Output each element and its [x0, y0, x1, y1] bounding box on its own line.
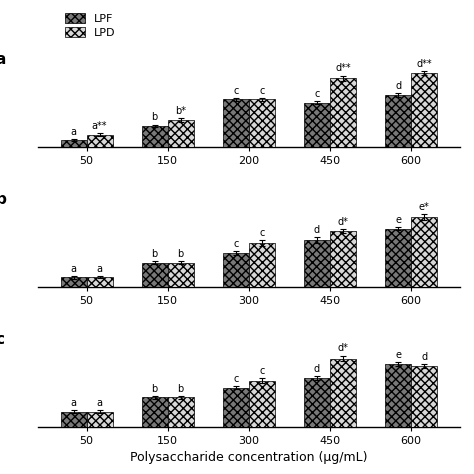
Bar	[142, 397, 168, 427]
Text: d: d	[314, 364, 320, 374]
Bar	[304, 378, 330, 427]
Bar	[249, 100, 275, 147]
Bar	[385, 95, 411, 147]
X-axis label: Polysaccharide concentration (μg/mL): Polysaccharide concentration (μg/mL)	[130, 451, 368, 464]
Text: a: a	[97, 264, 102, 274]
Bar	[87, 277, 112, 287]
Bar	[330, 231, 356, 287]
Bar	[142, 263, 168, 287]
Text: c: c	[0, 332, 5, 347]
Text: d**: d**	[416, 59, 432, 69]
Text: e: e	[395, 350, 401, 360]
Text: a: a	[97, 398, 102, 408]
Bar	[411, 73, 437, 147]
Bar	[304, 102, 330, 147]
Bar	[385, 228, 411, 287]
Text: d**: d**	[335, 64, 351, 73]
Text: c: c	[259, 366, 264, 376]
Text: b: b	[152, 112, 158, 122]
Bar	[87, 411, 112, 427]
Text: a: a	[71, 398, 77, 408]
Text: d: d	[421, 352, 427, 362]
Text: e: e	[395, 215, 401, 225]
Bar	[61, 140, 87, 147]
Text: c: c	[314, 89, 319, 99]
Text: e*: e*	[419, 202, 429, 212]
Text: c: c	[233, 86, 238, 96]
Bar	[249, 381, 275, 427]
Text: b: b	[152, 249, 158, 259]
Text: b: b	[178, 249, 184, 259]
Text: c: c	[259, 228, 264, 237]
Text: d: d	[314, 225, 320, 235]
Bar	[61, 411, 87, 427]
Text: b*: b*	[175, 106, 186, 116]
Legend: LPF, LPD: LPF, LPD	[64, 13, 115, 38]
Bar	[168, 397, 194, 427]
Bar	[385, 364, 411, 427]
Bar	[61, 277, 87, 287]
Bar	[249, 243, 275, 287]
Bar	[87, 135, 112, 147]
Text: a: a	[71, 264, 77, 274]
Bar	[223, 388, 249, 427]
Bar	[304, 240, 330, 287]
Text: d: d	[395, 81, 401, 91]
Text: c: c	[233, 239, 238, 249]
Bar	[142, 126, 168, 147]
Bar	[168, 120, 194, 147]
Bar	[168, 263, 194, 287]
Text: a: a	[71, 127, 77, 137]
Bar	[223, 253, 249, 287]
Text: d*: d*	[337, 344, 348, 354]
Text: c: c	[233, 374, 238, 384]
Text: b: b	[178, 383, 184, 393]
Bar	[411, 217, 437, 287]
Bar	[223, 100, 249, 147]
Text: b: b	[152, 383, 158, 393]
Text: c: c	[259, 86, 264, 96]
Text: b: b	[0, 192, 7, 207]
Text: a**: a**	[92, 121, 107, 131]
Text: a: a	[0, 52, 6, 67]
Bar	[411, 366, 437, 427]
Bar	[330, 78, 356, 147]
Text: d*: d*	[337, 217, 348, 227]
Bar	[330, 358, 356, 427]
